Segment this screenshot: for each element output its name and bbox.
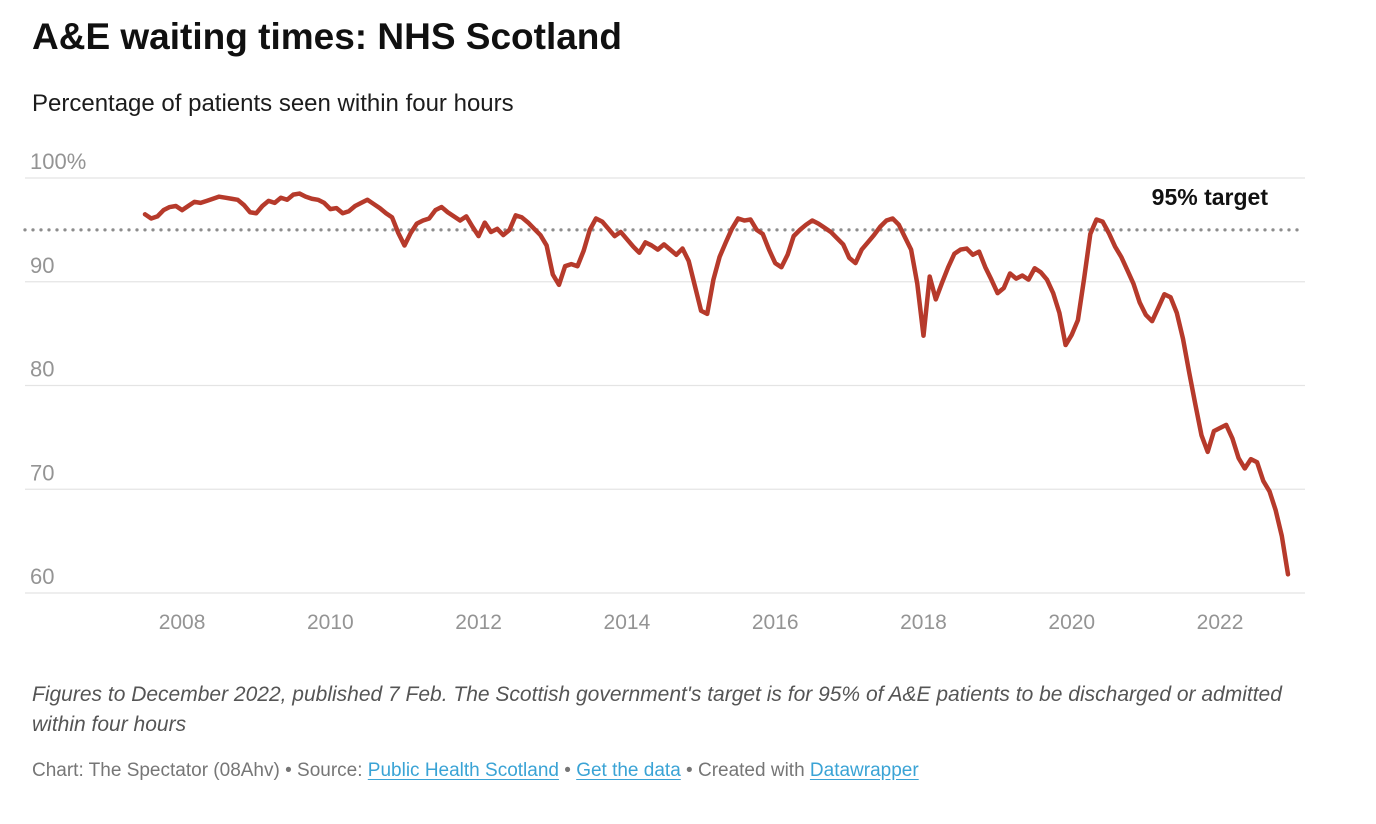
- y-tick-label-60: 60: [30, 564, 54, 589]
- y-tick-label-100: 100%: [30, 149, 86, 174]
- y-tick-label-70: 70: [30, 460, 54, 485]
- credit-separator-2: • Created with: [680, 760, 810, 781]
- chart-subtitle: Percentage of patients seen within four …: [32, 90, 514, 117]
- attribution: Chart: The Spectator (08Ahv) • Source: P…: [32, 760, 1352, 782]
- x-tick-label-2022: 2022: [1197, 611, 1244, 634]
- x-tick-label-2016: 2016: [752, 611, 799, 634]
- y-tick-label-80: 80: [30, 357, 54, 382]
- chart-title: A&E waiting times: NHS Scotland: [32, 16, 623, 57]
- source-link[interactable]: Public Health Scotland: [367, 760, 559, 781]
- series-line: [142, 191, 1291, 577]
- footnote: Figures to December 2022, published 7 Fe…: [32, 683, 1282, 737]
- x-tick-label-2018: 2018: [900, 611, 947, 634]
- x-tick-label-2014: 2014: [604, 611, 651, 634]
- credit-separator: •: [558, 760, 577, 781]
- x-tick-label-2008: 2008: [159, 611, 206, 634]
- get-data-link[interactable]: Get the data: [576, 760, 681, 781]
- x-tick-label-2010: 2010: [307, 611, 354, 634]
- datawrapper-link[interactable]: Datawrapper: [809, 760, 919, 781]
- x-tick-label-2020: 2020: [1048, 611, 1095, 634]
- credit-prefix: Chart: The Spectator (08Ahv) • Source:: [32, 760, 368, 781]
- y-tick-label-90: 90: [30, 253, 54, 278]
- line-chart: 100% 90 80 70 60 2008 2010 2012 2014 2016 2018 2020…: [23, 149, 1305, 634]
- target-line-label: 95% target: [1151, 184, 1268, 210]
- x-tick-label-2012: 2012: [455, 611, 502, 634]
